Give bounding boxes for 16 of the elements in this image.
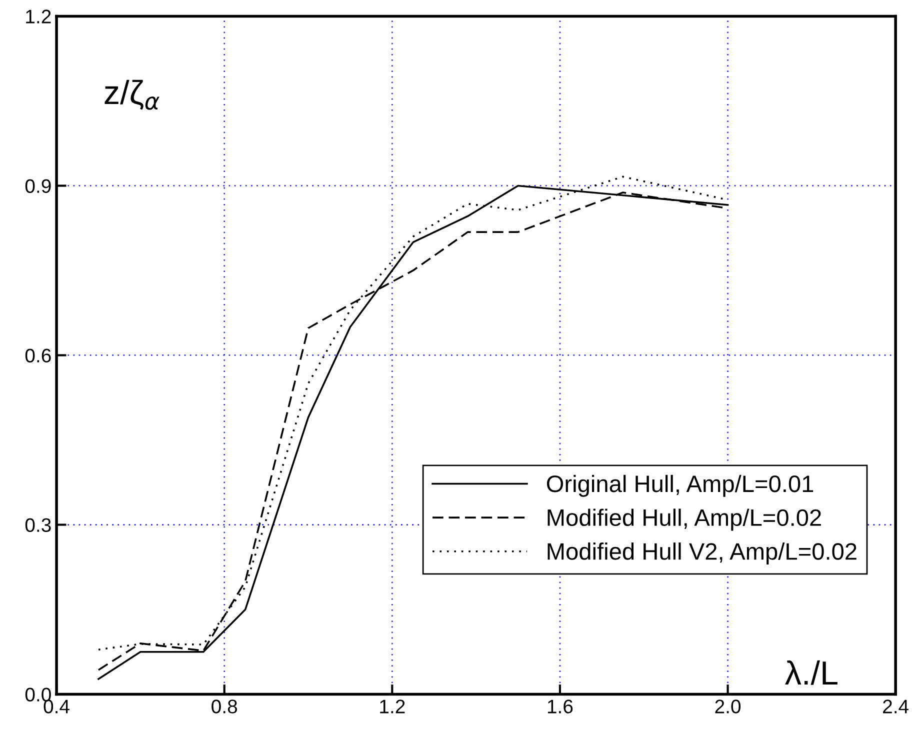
x-tick-label: 2.4 (883, 700, 909, 714)
y-tick-label: 0.9 (25, 179, 51, 193)
legend-label: Modified Hull V2, Amp/L=0.02 (548, 542, 856, 565)
y-axis-title: z/ζ$_{α}$ (104, 80, 160, 110)
legend-label: Original Hull, Amp/L=0.01 (546, 474, 814, 497)
y-tick-label: 1.2 (26, 10, 51, 24)
x-axis-title: λ./L (785, 660, 838, 685)
x-tick-label: 0.4 (44, 700, 70, 714)
x-tick-label: 0.8 (212, 700, 238, 714)
x-tick-label: 1.2 (380, 700, 405, 714)
y-tick-label: 0.3 (25, 518, 51, 532)
x-tick-label: 2.0 (715, 700, 741, 714)
legend-label: Modified Hull, Amp/L=0.02 (548, 508, 821, 531)
x-tick-label: 1.6 (548, 700, 573, 714)
y-tick-label: 0.0 (25, 688, 51, 702)
y-tick-label: 0.6 (25, 348, 51, 362)
